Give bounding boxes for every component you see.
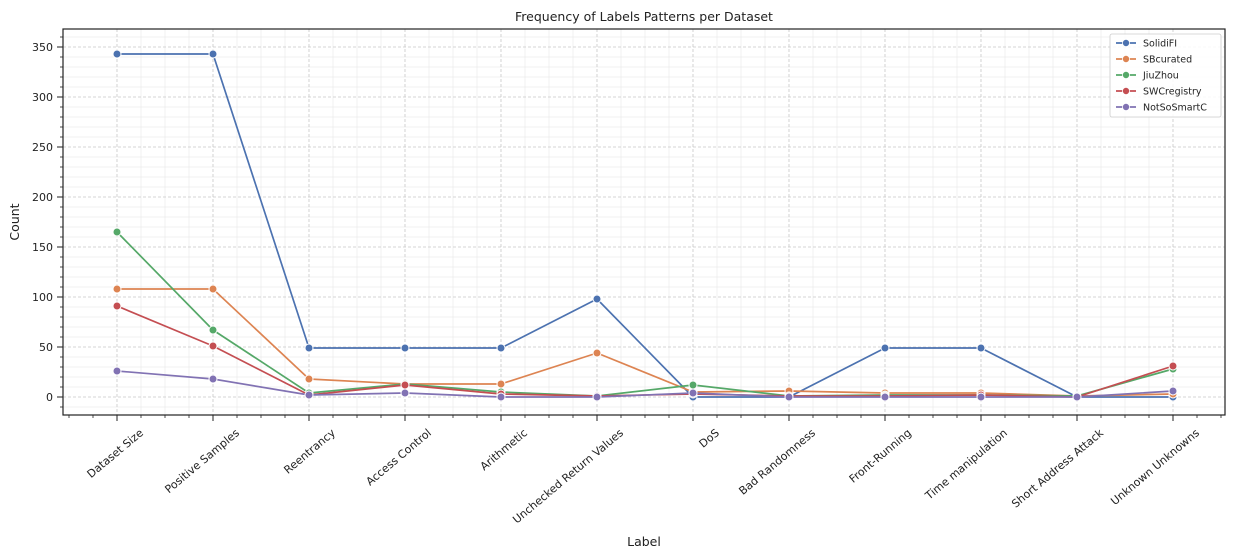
grid xyxy=(63,29,1225,415)
data-point xyxy=(976,343,986,353)
data-point xyxy=(592,294,602,304)
data-point xyxy=(208,374,218,384)
data-point xyxy=(496,379,506,389)
legend-item: SWCregistry xyxy=(1116,87,1202,98)
x-tick-label: Dataset Size xyxy=(85,426,147,481)
data-point xyxy=(976,392,986,402)
data-point xyxy=(880,392,890,402)
data-point xyxy=(400,380,410,390)
data-point xyxy=(592,392,602,402)
series-group xyxy=(112,49,1178,402)
data-point xyxy=(112,49,122,59)
x-tick-label: Arithmetic xyxy=(478,426,530,473)
legend-item: SolidiFI xyxy=(1116,39,1177,50)
y-tick-label: 50 xyxy=(39,341,53,354)
data-point xyxy=(880,343,890,353)
series-solidifi xyxy=(112,49,1178,402)
data-point xyxy=(112,301,122,311)
x-tick-label: Front-Running xyxy=(847,426,914,485)
legend-label: NotSoSmartC xyxy=(1143,103,1207,114)
plot-frame xyxy=(62,28,1226,416)
data-point xyxy=(496,343,506,353)
legend-swatch-marker xyxy=(1122,103,1131,112)
series-notsosmartc xyxy=(112,366,1178,402)
data-point xyxy=(304,390,314,400)
legend: SolidiFI SBcurated JiuZhou SWCregistry NotSo… xyxy=(1109,33,1222,118)
data-point xyxy=(1072,392,1082,402)
legend-swatch-marker xyxy=(1122,39,1131,48)
legend-label: SBcurated xyxy=(1143,55,1192,66)
data-point xyxy=(208,341,218,351)
y-tick-label: 250 xyxy=(32,141,53,154)
legend-box xyxy=(1109,33,1222,118)
legend-label: SolidiFI xyxy=(1143,39,1177,50)
data-point xyxy=(112,227,122,237)
x-tick-label: Unknown Unknowns xyxy=(1108,426,1202,508)
data-point xyxy=(208,325,218,335)
x-tick-label: Bad Randomness xyxy=(736,426,818,498)
x-tick-label: Positive Samples xyxy=(162,426,242,496)
chart-title: Frequency of Labels Patterns per Dataset xyxy=(515,9,773,24)
legend-item: JiuZhou xyxy=(1116,71,1179,82)
series-line xyxy=(117,53,1173,398)
legend-label: SWCregistry xyxy=(1143,87,1202,98)
data-point xyxy=(208,49,218,59)
data-point xyxy=(688,380,698,390)
data-point xyxy=(208,284,218,294)
data-point xyxy=(1168,361,1178,371)
x-axis-title: Label xyxy=(627,534,661,549)
x-tick-label: Access Control xyxy=(364,426,434,488)
data-point xyxy=(496,392,506,402)
legend-swatch-marker xyxy=(1122,87,1131,96)
data-point xyxy=(688,388,698,398)
x-tick-label: DoS xyxy=(697,426,722,450)
data-point xyxy=(304,343,314,353)
data-point xyxy=(304,374,314,384)
data-point xyxy=(592,348,602,358)
data-point xyxy=(112,366,122,376)
series-line xyxy=(116,370,1174,398)
y-tick-label: 350 xyxy=(32,41,53,54)
x-tick-label: Reentrancy xyxy=(281,426,338,477)
x-tick-label: Unchecked Return Values xyxy=(510,426,626,526)
x-tick-label: Short Address Attack xyxy=(1009,426,1106,511)
legend-item: SBcurated xyxy=(1116,55,1192,66)
y-tick-label: 0 xyxy=(46,391,53,404)
y-tick-label: 300 xyxy=(32,91,53,104)
legend-swatch-marker xyxy=(1122,55,1131,64)
data-point xyxy=(400,388,410,398)
series-line xyxy=(117,288,1174,397)
axes: 0 50 100 150 200 250 300 350 Dataset Size Positiv… xyxy=(32,28,1226,526)
data-point xyxy=(112,284,122,294)
data-point xyxy=(1168,386,1178,396)
y-tick-label: 150 xyxy=(32,241,53,254)
y-tick-label: 100 xyxy=(32,291,53,304)
y-tick-label: 200 xyxy=(32,191,53,204)
x-tick-label: Time manipulation xyxy=(922,426,1010,503)
y-axis-title: Count xyxy=(7,203,22,240)
data-point xyxy=(400,343,410,353)
legend-item: NotSoSmartC xyxy=(1116,103,1207,114)
data-point xyxy=(784,392,794,402)
legend-label: JiuZhou xyxy=(1142,71,1179,82)
legend-swatch-marker xyxy=(1122,71,1131,80)
